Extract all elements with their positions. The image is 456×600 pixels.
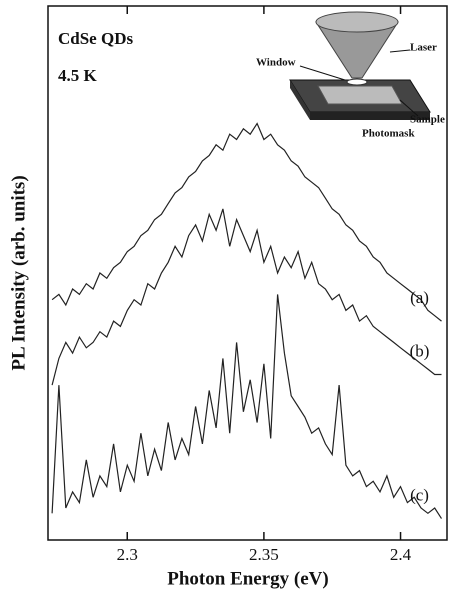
spectrum-line <box>51 122 442 322</box>
window <box>346 78 368 86</box>
photomask-edge <box>310 112 430 120</box>
laser-top <box>315 11 399 33</box>
inset-label: Laser <box>410 42 437 54</box>
x-tick-label: 2.3 <box>117 545 138 564</box>
photomask-side <box>290 80 310 120</box>
temperature-label: 4.5 K <box>58 66 98 85</box>
spectrum-line <box>51 294 443 519</box>
leader <box>389 49 411 53</box>
y-axis-label: PL Intensity (arb. units) <box>8 175 29 370</box>
series-label: (a) <box>410 288 429 307</box>
inset: Window Laser Sample Photomask <box>256 11 445 140</box>
plot-frame <box>47 5 448 541</box>
sample-label: CdSe QDs <box>58 29 133 48</box>
inset-label: Photomask <box>362 128 415 140</box>
x-tick-label: 2.4 <box>390 545 412 564</box>
leader <box>299 65 346 81</box>
sample <box>317 85 403 105</box>
inset-label: Window <box>256 57 296 69</box>
x-axis-label: Photon Energy (eV) <box>167 568 328 589</box>
x-tick-label: 2.35 <box>249 545 279 564</box>
spectrum-line <box>51 208 442 386</box>
series-label: (c) <box>410 486 429 505</box>
leader <box>399 99 419 117</box>
inset-label: Sample <box>410 114 445 126</box>
series-label: (b) <box>410 341 430 360</box>
